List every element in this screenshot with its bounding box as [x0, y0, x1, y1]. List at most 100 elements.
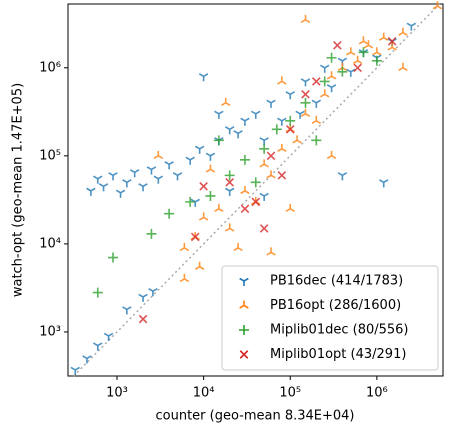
point: [198, 73, 209, 82]
y-tick-label: 10³: [39, 324, 61, 339]
point: [266, 99, 276, 108]
point: [372, 47, 382, 56]
y-axis-label: watch-opt (geo-mean 1.47E+05): [11, 83, 26, 297]
point: [98, 183, 109, 192]
point: [432, 1, 443, 10]
point: [398, 27, 408, 36]
point: [292, 135, 302, 144]
point: [353, 63, 362, 73]
point: [194, 261, 205, 270]
point: [108, 172, 118, 181]
point: [311, 135, 322, 146]
point: [337, 172, 348, 181]
point: [319, 76, 330, 87]
point: [153, 150, 164, 160]
point: [205, 190, 216, 201]
point: [220, 97, 231, 107]
point: [277, 143, 287, 153]
point: [259, 159, 269, 168]
point: [129, 169, 140, 178]
x-tick-label: 10³: [106, 386, 128, 401]
point: [103, 332, 114, 341]
point: [358, 36, 369, 45]
point: [138, 314, 148, 324]
point: [300, 14, 311, 24]
point: [70, 366, 81, 375]
point: [266, 151, 276, 161]
y-tick-label: 10⁵: [39, 148, 61, 163]
identity-line: [73, 3, 441, 377]
point: [277, 76, 287, 85]
point: [358, 47, 369, 58]
point: [371, 55, 382, 66]
point: [164, 208, 175, 219]
point: [198, 212, 209, 221]
point: [259, 143, 270, 154]
point: [190, 198, 200, 207]
point: [233, 242, 243, 252]
point: [295, 110, 305, 119]
point: [285, 115, 296, 126]
point: [115, 189, 126, 198]
point: [300, 97, 311, 108]
point: [326, 71, 337, 80]
point: [259, 224, 269, 233]
legend-label: PB16opt (286/1600): [270, 298, 401, 313]
point: [199, 182, 208, 191]
point: [122, 179, 132, 188]
point: [277, 117, 287, 126]
point: [214, 203, 224, 213]
point: [185, 196, 196, 207]
point: [319, 89, 330, 98]
point: [251, 110, 261, 119]
point: [406, 22, 417, 31]
point: [240, 204, 250, 214]
point: [346, 47, 356, 56]
point: [271, 124, 282, 135]
point: [311, 115, 322, 124]
x-axis-label: counter (geo-mean 8.34E+04): [155, 409, 354, 424]
legend-marker: [239, 350, 249, 359]
point: [153, 175, 164, 184]
x-tick-label: 10⁵: [279, 386, 301, 401]
point: [311, 99, 322, 108]
point: [319, 64, 330, 73]
point: [224, 187, 235, 196]
legend-marker: [239, 277, 249, 286]
point: [311, 77, 321, 86]
point: [363, 40, 374, 49]
point: [214, 110, 224, 119]
point: [326, 84, 337, 93]
point: [146, 228, 157, 239]
y-tick-label: 10⁴: [39, 236, 61, 251]
point: [240, 185, 250, 195]
point: [164, 161, 174, 170]
point: [225, 178, 235, 187]
point: [285, 203, 295, 213]
point: [387, 36, 397, 46]
point: [285, 125, 295, 134]
point: [266, 170, 276, 179]
point: [224, 223, 235, 232]
point: [346, 68, 356, 77]
point: [190, 232, 200, 242]
x-tick-label: 10⁴: [193, 386, 215, 401]
point: [259, 192, 269, 201]
point: [277, 171, 287, 180]
point: [92, 287, 103, 298]
point: [138, 293, 148, 302]
point: [148, 288, 158, 297]
point: [122, 306, 132, 315]
legend-marker: [239, 325, 249, 335]
point: [378, 179, 389, 188]
legend-frame: [221, 265, 439, 371]
point: [300, 108, 311, 118]
point: [233, 130, 243, 139]
point: [179, 273, 190, 283]
legend-marker: [239, 300, 249, 309]
point: [224, 126, 235, 135]
point: [179, 242, 190, 252]
point: [301, 89, 310, 99]
point: [138, 183, 148, 192]
